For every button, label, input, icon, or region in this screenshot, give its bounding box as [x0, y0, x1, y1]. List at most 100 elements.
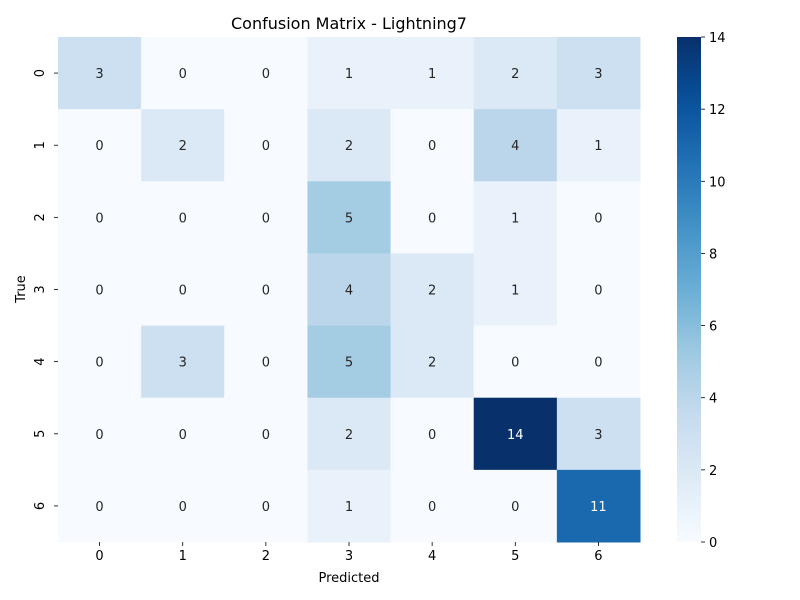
heatmap-cell-r3-c3	[307, 253, 392, 327]
heatmap-cell-r2-c4	[390, 181, 475, 254]
colorbar-tick-label-2: 4	[709, 392, 717, 407]
cell-value-r3-c5: 1	[511, 284, 519, 299]
heatmap-cell-r2-c3	[307, 181, 392, 254]
colorbar-tick-label-1: 2	[709, 464, 717, 479]
cell-value-r0-c5: 2	[511, 67, 519, 82]
cell-value-r6-c4: 0	[428, 500, 436, 515]
heatmap-cell-r6-c6	[556, 469, 641, 543]
cell-value-r6-c6: 11	[590, 500, 607, 515]
cell-value-r5-c0: 0	[95, 428, 103, 443]
heatmap-cell-r4-c5	[473, 325, 558, 399]
colorbar-tick-label-0: 0	[709, 536, 717, 551]
cell-value-r0-c3: 1	[345, 67, 353, 82]
heatmap-cell-r2-c2	[224, 181, 308, 254]
heatmap-cell-labels: 3 0 0 1 1 2 30 2 0 2 0 4 10 0 0 5 0 1 00 0 0 4 2 1 00 3 0 5 2 0 00 0 0 2 0…	[95, 67, 606, 515]
cell-value-r2-c1: 0	[179, 211, 187, 226]
heatmap-cell-r0-c5	[473, 37, 558, 110]
heatmap-cell-r4-c3	[307, 325, 392, 399]
cell-value-r6-c5: 0	[511, 500, 519, 515]
cell-value-r5-c5: 14	[507, 428, 524, 443]
x-tick-label-2: 2	[262, 549, 270, 564]
heatmap-cell-r0-c3	[307, 37, 392, 110]
heatmap-cell-r5-c5	[473, 397, 558, 471]
heatmap-cell-r5-c0	[58, 397, 142, 471]
heatmap-cell-r1-c4	[390, 109, 475, 182]
colorbar: 0 2 4 6 8 10 12 14	[677, 31, 726, 551]
cell-value-r2-c4: 0	[428, 211, 436, 226]
heatmap-cell-r3-c1	[141, 253, 225, 327]
cell-value-r4-c6: 0	[594, 356, 602, 371]
cell-value-r1-c0: 0	[95, 139, 103, 154]
heatmap-cell-r0-c2	[224, 37, 308, 110]
x-tick-label-3: 3	[345, 549, 353, 564]
heatmap-cell-r5-c4	[390, 397, 475, 471]
cell-value-r4-c5: 0	[511, 356, 519, 371]
cell-value-r4-c3: 5	[345, 356, 353, 371]
cell-value-r5-c4: 0	[428, 428, 436, 443]
y-tick-label-3: 3	[33, 285, 48, 293]
x-axis-ticks: 0 1 2 3 4 5 6	[95, 542, 603, 564]
heatmap-cell-r5-c3	[307, 397, 392, 471]
heatmap-cell-r1-c5	[473, 109, 558, 182]
cell-value-r1-c5: 4	[511, 139, 519, 154]
y-tick-label-2: 2	[33, 213, 48, 221]
cell-value-r4-c1: 3	[179, 356, 187, 371]
colorbar-tick-label-5: 10	[709, 175, 726, 190]
y-axis-ticks: 0 1 2 3 4 5 6	[33, 69, 58, 510]
heatmap-cell-r1-c3	[307, 109, 392, 182]
heatmap-cell-r6-c2	[224, 469, 308, 543]
cell-value-r0-c1: 0	[179, 67, 187, 82]
cell-value-r2-c0: 0	[95, 211, 103, 226]
heatmap-cell-r6-c4	[390, 469, 475, 543]
heatmap-cell-r2-c6	[556, 181, 641, 254]
x-tick-label-4: 4	[428, 549, 436, 564]
heatmap-cell-r0-c6	[556, 37, 641, 110]
chart-title: Confusion Matrix - Lightning7	[231, 14, 467, 33]
cell-value-r0-c4: 1	[428, 67, 436, 82]
colorbar-gradient	[677, 37, 701, 542]
cell-value-r4-c4: 2	[428, 356, 436, 371]
heatmap-cell-r3-c0	[58, 253, 142, 327]
heatmap-cell-r0-c4	[390, 37, 475, 110]
cell-value-r1-c6: 1	[594, 139, 602, 154]
colorbar-tick-label-6: 12	[709, 103, 726, 118]
y-axis-title: True	[14, 275, 29, 304]
cell-value-r5-c3: 2	[345, 428, 353, 443]
x-tick-label-1: 1	[179, 549, 187, 564]
x-tick-label-0: 0	[95, 549, 103, 564]
cell-value-r5-c1: 0	[179, 428, 187, 443]
heatmap-cell-r4-c0	[58, 325, 142, 399]
cell-value-r5-c2: 0	[262, 428, 270, 443]
heatmap-cell-r1-c0	[58, 109, 142, 182]
y-tick-label-6: 6	[33, 502, 48, 510]
heatmap-cell-r1-c2	[224, 109, 308, 182]
cell-value-r0-c6: 3	[594, 67, 602, 82]
heatmap-cell-r3-c6	[556, 253, 641, 327]
heatmap-cell-r4-c1	[141, 325, 225, 399]
cell-value-r6-c3: 1	[345, 500, 353, 515]
heatmap-cell-r6-c0	[58, 469, 142, 543]
cell-value-r5-c6: 3	[594, 428, 602, 443]
cell-value-r6-c0: 0	[95, 500, 103, 515]
cell-value-r2-c5: 1	[511, 211, 519, 226]
heatmap-cell-r4-c4	[390, 325, 475, 399]
cell-value-r2-c6: 0	[594, 211, 602, 226]
x-tick-label-5: 5	[511, 549, 519, 564]
heatmap-cell-r3-c4	[390, 253, 475, 327]
heatmap-cell-r4-c2	[224, 325, 308, 399]
cell-value-r3-c6: 0	[594, 284, 602, 299]
heatmap-cell-r5-c6	[556, 397, 641, 471]
heatmap-cell-r0-c1	[141, 37, 225, 110]
cell-value-r2-c3: 5	[345, 211, 353, 226]
heatmap-cell-r1-c1	[141, 109, 225, 182]
heatmap-cell-r2-c0	[58, 181, 142, 254]
heatmap-cell-r2-c5	[473, 181, 558, 254]
colorbar-tick-label-7: 14	[709, 31, 726, 46]
colorbar-tick-label-3: 6	[709, 320, 717, 335]
cell-value-r3-c2: 0	[262, 284, 270, 299]
cell-value-r1-c4: 0	[428, 139, 436, 154]
heatmap-cell-r4-c6	[556, 325, 641, 399]
colorbar-tick-label-4: 8	[709, 247, 717, 262]
